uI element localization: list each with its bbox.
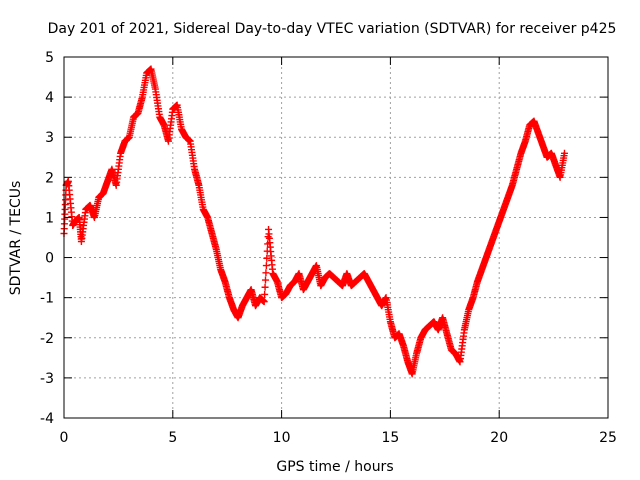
y-tick-label: 0	[45, 251, 54, 267]
x-tick-label: 20	[490, 430, 508, 446]
x-axis-label: GPS time / hours	[276, 459, 393, 475]
data-point	[263, 254, 271, 262]
y-tick-label: -4	[40, 411, 54, 427]
x-tick-label: 15	[381, 430, 399, 446]
y-tick-label: 5	[45, 50, 54, 66]
y-tick-label: 1	[45, 210, 54, 226]
data-point	[261, 290, 269, 298]
y-tick-label: 2	[45, 170, 54, 186]
axis-ticks	[63, 56, 609, 419]
grid	[64, 57, 608, 418]
data-point	[262, 262, 270, 270]
y-tick-label: 3	[45, 130, 54, 146]
x-tick-label: 0	[60, 430, 69, 446]
x-tick-label: 10	[273, 430, 291, 446]
x-tick-label: 5	[168, 430, 177, 446]
data-point	[261, 276, 269, 284]
data-point	[262, 269, 270, 277]
y-axis-label: SDTVAR / TECUs	[8, 181, 24, 296]
data-point	[560, 149, 568, 157]
y-tick-label: -2	[40, 331, 54, 347]
chart-title: Day 201 of 2021, Sidereal Day-to-day VTE…	[48, 21, 617, 37]
data-point	[261, 283, 269, 291]
axis-tick-labels: 0 5 10 15 20 25 -4 -3 -2 -1 0 1 2 3 4 5	[40, 50, 617, 446]
y-tick-label: -3	[40, 371, 54, 387]
y-tick-label: 4	[45, 90, 54, 106]
x-tick-label: 25	[599, 430, 617, 446]
plot-frame	[63, 56, 609, 419]
data-points	[60, 65, 568, 378]
y-tick-label: -1	[40, 291, 54, 307]
data-point	[260, 298, 268, 306]
